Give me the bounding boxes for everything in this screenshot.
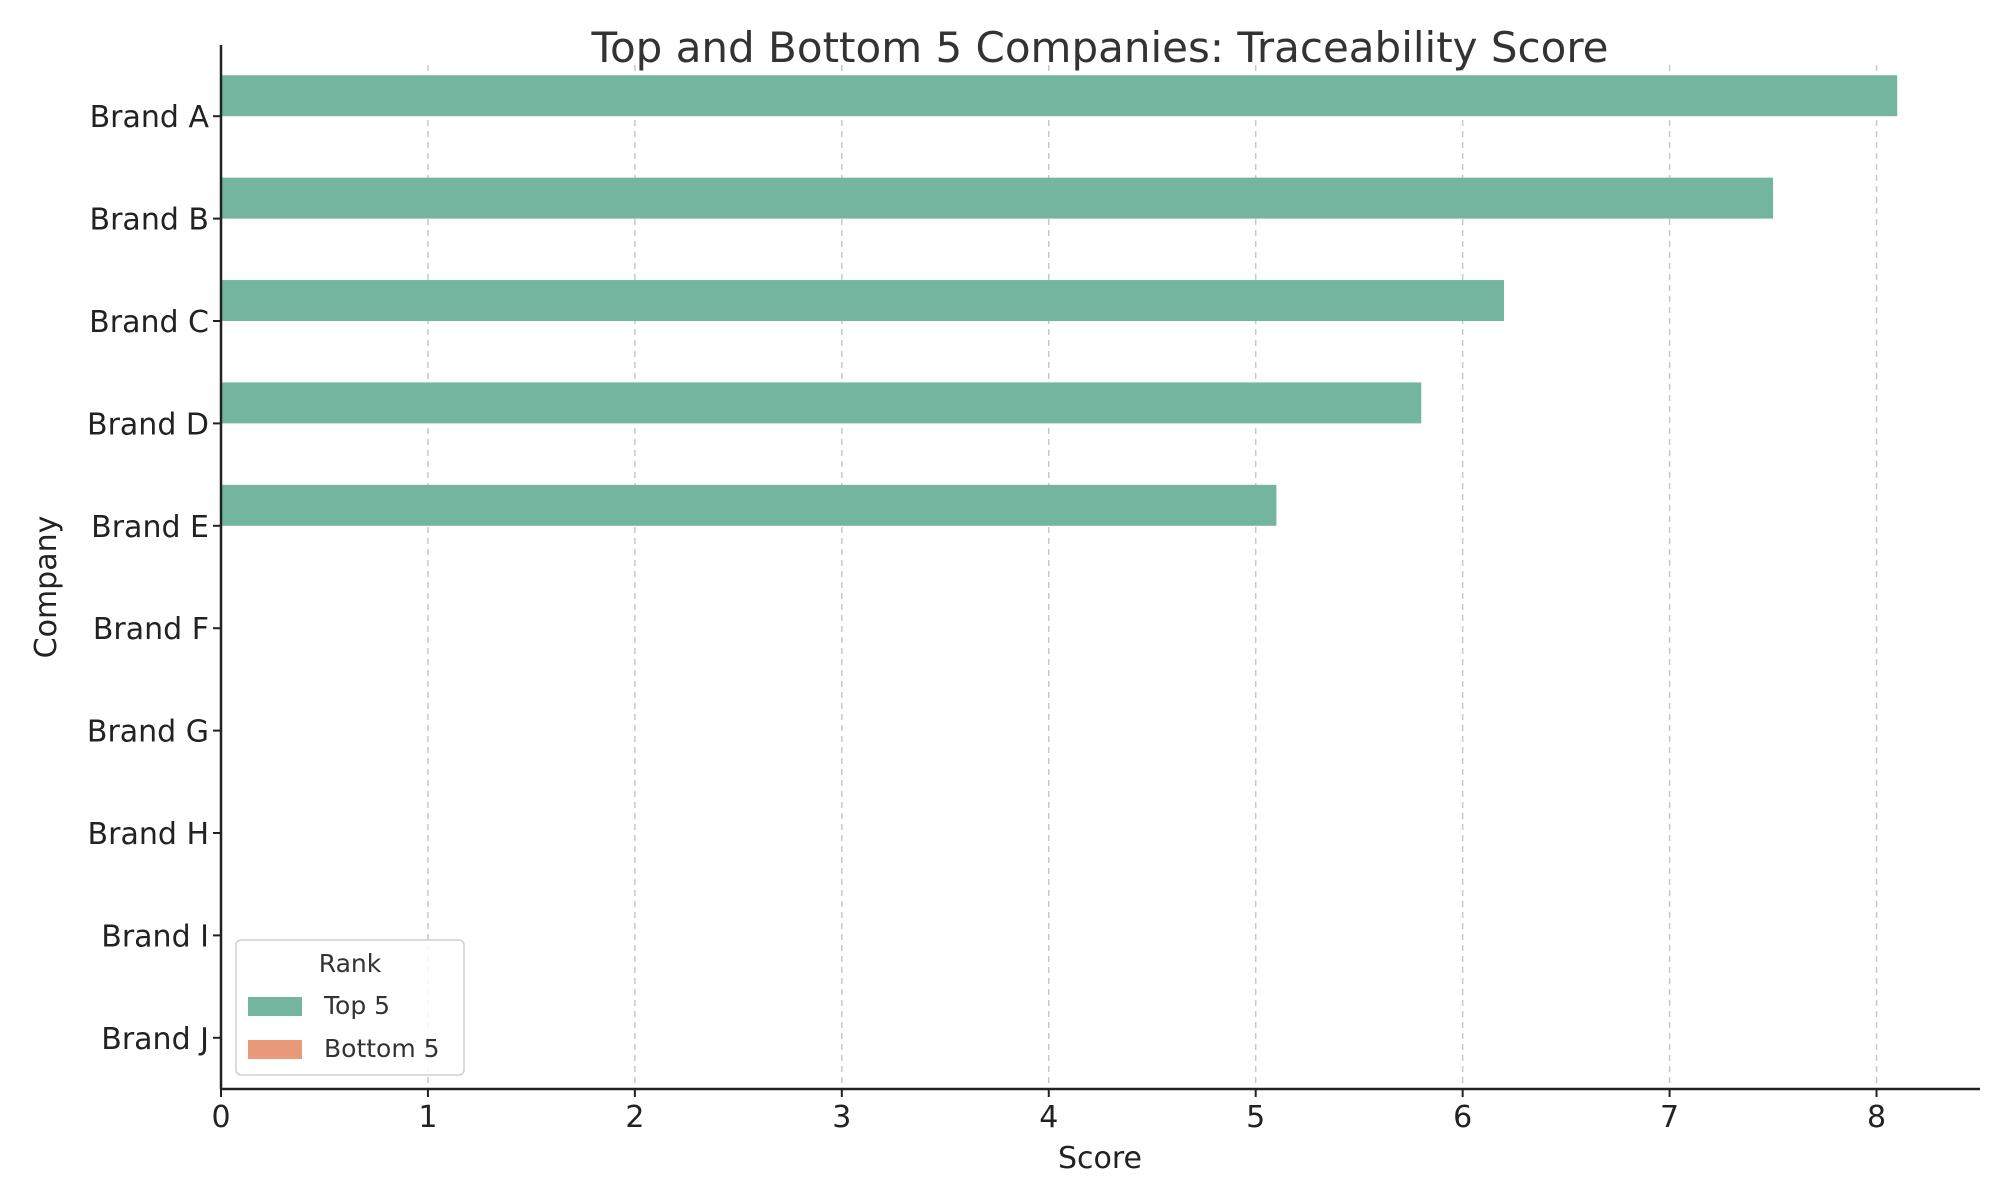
y-tick-label: Brand A <box>90 100 210 135</box>
bar-top-5 <box>221 280 1505 321</box>
bar-top-5 <box>221 484 1277 526</box>
legend: Rank Top 5 Bottom 5 <box>235 939 465 1076</box>
ticks: 0 1 2 3 4 5 6 7 8 Brand A Brand B Brand C Brand D Bra… <box>87 100 1886 1135</box>
bar-top-5 <box>221 177 1774 219</box>
y-tick-label: Brand G <box>87 715 209 750</box>
x-tick-label: 6 <box>1453 1100 1472 1135</box>
y-axis-label: Company <box>29 516 64 659</box>
x-tick-label: 2 <box>625 1100 644 1135</box>
x-axis-label: Score <box>1058 1141 1142 1176</box>
legend-label-bottom-5: Bottom 5 <box>324 1034 440 1063</box>
x-tick-label: 0 <box>211 1100 230 1135</box>
y-tick-label: Brand J <box>101 1022 209 1057</box>
y-tick-label: Brand B <box>90 203 209 238</box>
legend-swatch-top-5 <box>248 997 302 1016</box>
legend-title: Rank <box>319 949 382 978</box>
chart-title: Top and Bottom 5 Companies: Traceability… <box>590 23 1608 72</box>
bar-top-5 <box>221 75 1898 117</box>
y-tick-label: Brand I <box>101 919 209 954</box>
grid <box>427 65 1878 1089</box>
x-tick-label: 3 <box>832 1100 851 1135</box>
bars <box>221 75 1898 526</box>
legend-swatch-bottom-5 <box>248 1040 302 1059</box>
x-tick-label: 5 <box>1246 1100 1265 1135</box>
x-tick-label: 8 <box>1867 1100 1886 1135</box>
x-tick-label: 4 <box>1039 1100 1058 1135</box>
y-tick-label: Brand H <box>88 817 209 852</box>
bar-top-5 <box>221 382 1422 424</box>
y-tick-label: Brand E <box>91 510 209 545</box>
y-tick-label: Brand C <box>89 305 209 340</box>
legend-label-top-5: Top 5 <box>323 991 390 1020</box>
y-tick-label: Brand D <box>87 407 209 442</box>
x-tick-label: 7 <box>1660 1100 1679 1135</box>
y-tick-label: Brand F <box>93 612 209 647</box>
x-tick-label: 1 <box>418 1100 437 1135</box>
